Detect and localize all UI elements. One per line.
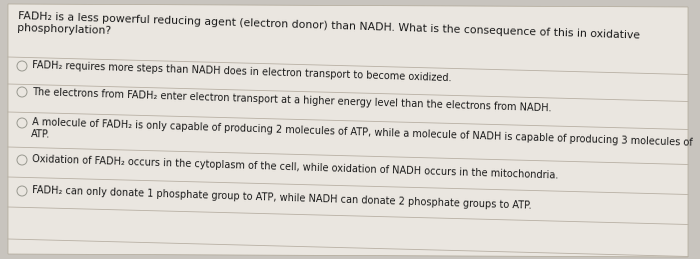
Text: FADH₂ is a less powerful reducing agent (electron donor) than NADH. What is the : FADH₂ is a less powerful reducing agent … [18, 11, 640, 52]
Text: FADH₂ requires more steps than NADH does in electron transport to become oxidize: FADH₂ requires more steps than NADH does… [32, 60, 452, 83]
Text: A molecule of FADH₂ is only capable of producing 2 molecules of ATP, while a mol: A molecule of FADH₂ is only capable of p… [32, 117, 692, 159]
Polygon shape [8, 4, 688, 257]
Text: FADH₂ can only donate 1 phosphate group to ATP, while NADH can donate 2 phosphat: FADH₂ can only donate 1 phosphate group … [32, 185, 531, 211]
Text: The electrons from FADH₂ enter electron transport at a higher energy level than : The electrons from FADH₂ enter electron … [32, 87, 551, 113]
Text: Oxidation of FADH₂ occurs in the cytoplasm of the cell, while oxidation of NADH : Oxidation of FADH₂ occurs in the cytopla… [32, 154, 558, 181]
